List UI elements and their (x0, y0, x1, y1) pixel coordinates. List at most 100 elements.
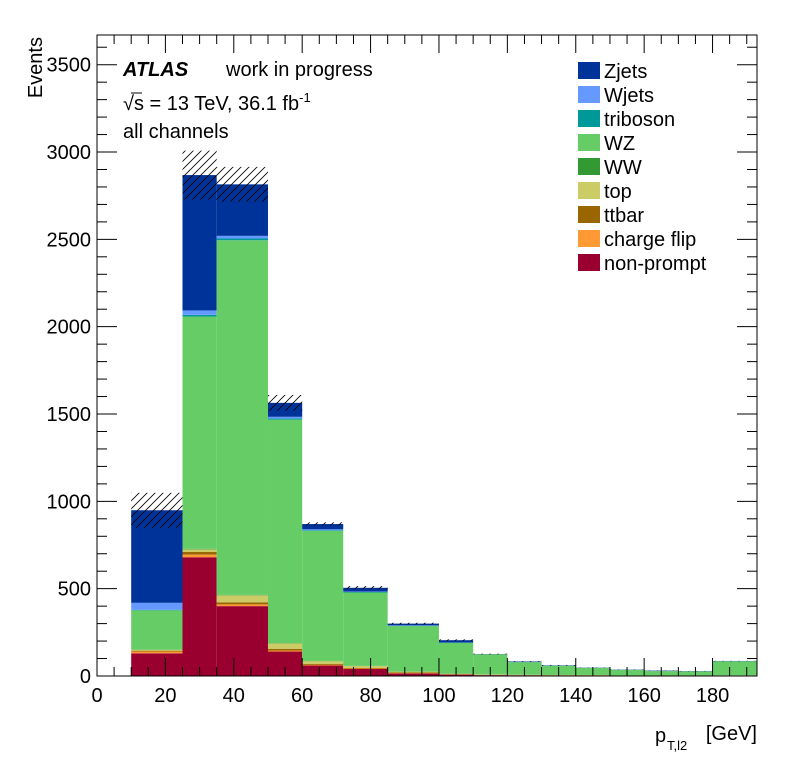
legend-label: charge flip (604, 229, 696, 251)
bar-top-0 (131, 649, 183, 651)
y-tick-label: 0 (80, 666, 91, 688)
energy-text: √s = 13 TeV, 36.1 fb (123, 93, 299, 115)
bar-non-prompt-5 (343, 669, 388, 676)
legend-item: Wjets (578, 85, 654, 107)
x-tick-label: 0 (91, 685, 102, 707)
legend-swatch (578, 86, 600, 103)
legend-item: WW (578, 157, 642, 179)
bar-ttbar-5 (343, 667, 388, 669)
x-tick-label: 120 (491, 685, 524, 707)
bar-triboson-4 (302, 530, 344, 531)
y-tick-label: 3000 (47, 142, 92, 164)
legend-item: ttbar (578, 205, 644, 227)
bar-non-prompt-4 (302, 665, 344, 676)
bar-WZ-3 (267, 419, 303, 644)
bar-WZ-15 (712, 661, 757, 676)
bar-Wjets-1 (182, 310, 217, 315)
bar-Wjets-4 (302, 529, 344, 531)
x-axis-label-main: p (655, 725, 666, 747)
legend-label: ttbar (604, 205, 644, 227)
uncertainty-8 (473, 653, 508, 655)
bar-top-5 (343, 666, 388, 668)
bar-non-prompt-1 (182, 557, 217, 676)
x-tick-label: 140 (559, 685, 592, 707)
bar-ttbar-3 (267, 648, 303, 651)
bar-triboson-3 (267, 418, 303, 420)
bar-triboson-2 (216, 238, 268, 241)
uncertainty-5 (343, 586, 388, 590)
bar-top-6 (387, 671, 439, 673)
bar-Zjets-4 (302, 524, 344, 530)
legend-swatch (578, 134, 600, 151)
legend-item: non-prompt (578, 253, 707, 275)
legend-label: Zjets (604, 61, 647, 83)
bar-ttbar-0 (131, 650, 183, 652)
bar-triboson-0 (131, 609, 183, 611)
plot-frame (96, 34, 758, 677)
legend-swatch (578, 206, 600, 223)
bar-Wjets-0 (131, 602, 183, 610)
y-tick-label: 3500 (47, 55, 92, 77)
status-label: work in progress (225, 59, 373, 81)
uncertainty-3 (267, 394, 303, 411)
uncertainty-0 (131, 492, 183, 528)
legend-item: top (578, 181, 632, 203)
bar-non-prompt-6 (387, 673, 439, 676)
legend-label: non-prompt (604, 253, 707, 275)
bar-top-2 (216, 595, 268, 603)
legend-label: WW (604, 157, 642, 179)
bar-Wjets-3 (267, 416, 303, 419)
bar-ttbar-6 (387, 672, 439, 674)
plot-border (96, 34, 758, 677)
bar-WZ-0 (131, 610, 183, 650)
uncertainty-6 (387, 622, 439, 625)
y-tick-label: 1000 (47, 491, 92, 513)
bar-top-1 (182, 549, 217, 552)
atlas-annotation: ATLAS work in progress √s = 13 TeV, 36.1… (122, 59, 373, 143)
energy-sup: -1 (299, 90, 311, 105)
bar-charge-flip-3 (267, 650, 303, 652)
uncertainty-9 (507, 661, 542, 662)
legend-swatch (578, 230, 600, 247)
bar-triboson-1 (182, 314, 217, 317)
legend-label: WZ (604, 133, 635, 155)
legend-item: WZ (578, 133, 635, 155)
bar-Wjets-2 (216, 235, 268, 239)
bar-Wjets-5 (343, 591, 388, 592)
energy-label: √s = 13 TeV, 36.1 fb-1 (123, 90, 311, 115)
y-tick-label: 2500 (47, 229, 92, 251)
x-axis-label-unit: [GeV] (706, 723, 757, 745)
bar-WZ-8 (473, 654, 508, 675)
legend-label: top (604, 181, 632, 203)
legend-item: Zjets (578, 61, 647, 83)
uncertainty-4 (302, 522, 344, 526)
bar-non-prompt-0 (131, 653, 183, 676)
legend-swatch (578, 254, 600, 271)
legend-swatch (578, 182, 600, 199)
bar-top-3 (267, 643, 303, 649)
axis-ticks (96, 35, 757, 677)
legend-item: charge flip (578, 229, 696, 251)
uncertainty-1 (182, 150, 217, 200)
bar-WW-2 (216, 594, 268, 596)
uncertainty-7 (438, 639, 474, 642)
x-tick-label: 80 (359, 685, 381, 707)
y-tick-label: 500 (58, 579, 91, 601)
bar-Zjets-5 (343, 587, 388, 592)
y-tick-label: 1500 (47, 404, 92, 426)
bar-ttbar-1 (182, 551, 217, 555)
x-axis-label-sub: T,l2 (667, 738, 687, 753)
x-tick-label: 20 (154, 685, 176, 707)
tick-labels: 0 20 40 60 80 100 120 140 160 180 0 500 1000 1500 2000… (47, 55, 730, 707)
x-tick-label: 180 (696, 685, 729, 707)
bar-ttbar-4 (302, 663, 344, 665)
x-tick-label: 40 (223, 685, 245, 707)
bar-Zjets-7 (438, 640, 474, 643)
bar-top-4 (302, 661, 344, 664)
uncertainty-2 (216, 166, 268, 202)
bar-non-prompt-2 (216, 606, 268, 676)
bar-charge-flip-1 (182, 554, 217, 558)
x-tick-label: 100 (422, 685, 455, 707)
